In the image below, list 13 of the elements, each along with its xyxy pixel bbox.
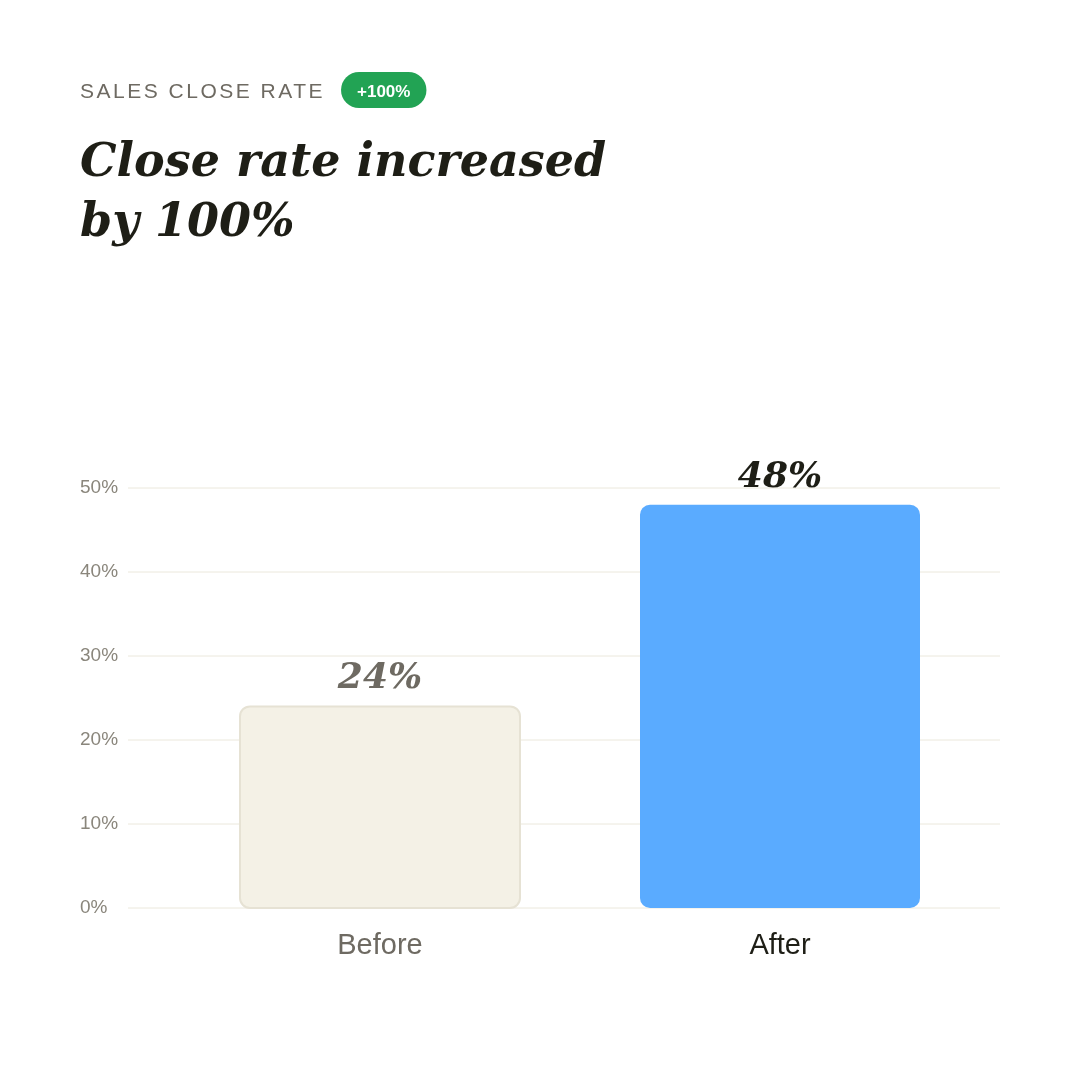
- y-tick-label: 30%: [80, 644, 119, 666]
- data-label: 48%: [737, 452, 823, 495]
- chart-title: Close rate increased by 100%: [80, 133, 607, 247]
- y-tick-label: 20%: [80, 728, 119, 750]
- text: +100%: [357, 82, 411, 101]
- y-tick-label: 0%: [80, 896, 108, 918]
- x-tick-label: After: [749, 928, 811, 960]
- data-label: 24%: [336, 654, 423, 697]
- y-tick-label: 40%: [80, 560, 119, 582]
- y-tick-label: 50%: [80, 476, 119, 498]
- chart-subtitle: SALES CLOSE RATE: [80, 79, 326, 102]
- y-tick-label: 10%: [80, 812, 119, 834]
- x-tick-label: Before: [337, 928, 423, 960]
